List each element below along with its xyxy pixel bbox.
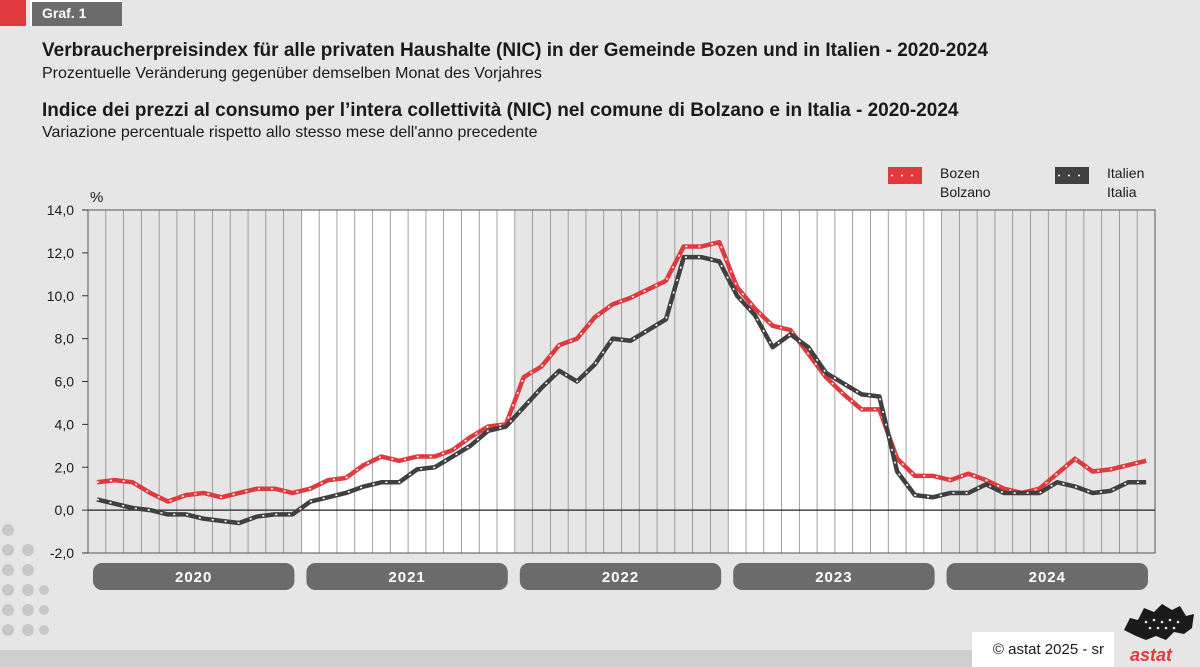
legend-bozen-label: Bozen [940, 165, 980, 181]
astat-logo [1116, 600, 1200, 667]
graph-label: Graf. 1 [30, 0, 122, 26]
year-label-2022: 2022 [602, 569, 639, 586]
year-label-2024: 2024 [1029, 569, 1066, 586]
y-tick-label: 12,0 [47, 245, 74, 261]
year-pill-2023 [733, 563, 935, 590]
year-label-2020: 2020 [175, 569, 212, 586]
astat-logo-text: astat [1130, 645, 1173, 665]
y-unit-label: % [90, 189, 103, 206]
y-tick-label: 6,0 [55, 374, 75, 390]
subtitle-german: Prozentuelle Veränderung gegenüber demse… [42, 65, 542, 82]
title-german: Verbraucherpreisindex für alle privaten … [42, 40, 989, 61]
legend-bozen-label: Bolzano [940, 184, 991, 200]
year-pill-2021 [306, 563, 508, 590]
subtitle-italian: Variazione percentuale rispetto allo ste… [42, 124, 538, 141]
y-tick-label: 8,0 [55, 331, 75, 347]
y-tick-label: 2,0 [55, 459, 75, 475]
year-pill-2022 [519, 563, 722, 590]
y-tick-label: 14,0 [47, 202, 74, 218]
year-pill-2020 [93, 563, 295, 590]
year-pill-2024 [946, 563, 1148, 590]
y-tick-label: -2,0 [50, 545, 74, 561]
year-label-2023: 2023 [815, 569, 852, 586]
year-label-2021: 2021 [388, 569, 425, 586]
copyright-footer: © astat 2025 - sr [972, 632, 1114, 667]
legend-italien-swatch [1055, 167, 1089, 184]
graph-tag-accent [0, 0, 26, 26]
legend-italien-label: Italien [1107, 165, 1144, 181]
y-tick-label: 10,0 [47, 288, 74, 304]
footer-strip [0, 650, 972, 667]
series-italien-dash-highlight [96, 256, 1147, 524]
legend-bozen-swatch [888, 167, 922, 184]
legend-italien-label: Italia [1107, 184, 1137, 200]
y-tick-label: 0,0 [55, 502, 75, 518]
decorative-dots [2, 524, 49, 636]
series-bozen-dash-highlight [96, 241, 1147, 503]
title-italian: Indice dei prezzi al consumo per l’inter… [42, 100, 959, 121]
y-tick-label: 4,0 [55, 416, 75, 432]
